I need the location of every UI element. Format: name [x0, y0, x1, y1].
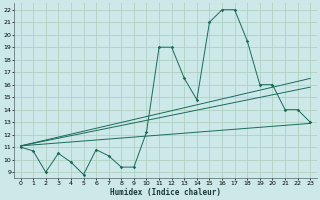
X-axis label: Humidex (Indice chaleur): Humidex (Indice chaleur) [110, 188, 221, 197]
